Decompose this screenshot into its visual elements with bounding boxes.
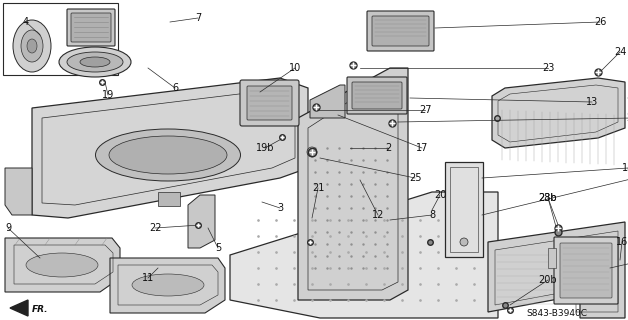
Text: 10: 10 [289, 63, 301, 73]
Text: 23b: 23b [539, 193, 557, 203]
Text: 6: 6 [172, 83, 178, 93]
Ellipse shape [460, 238, 468, 246]
Text: 2: 2 [385, 143, 391, 153]
Polygon shape [5, 238, 120, 292]
Bar [450, 167, 478, 252]
Text: 26: 26 [594, 17, 606, 27]
Text: FR.: FR. [32, 306, 48, 315]
Polygon shape [10, 300, 28, 316]
Ellipse shape [21, 30, 43, 62]
Ellipse shape [26, 253, 98, 277]
Polygon shape [492, 78, 625, 148]
Text: 12: 12 [372, 210, 384, 220]
FancyBboxPatch shape [67, 9, 115, 46]
Text: 23: 23 [542, 63, 554, 73]
Ellipse shape [95, 129, 241, 181]
Text: 25: 25 [409, 173, 421, 183]
Ellipse shape [80, 57, 110, 67]
FancyBboxPatch shape [352, 82, 402, 109]
Polygon shape [32, 78, 308, 218]
Text: 19b: 19b [256, 143, 274, 153]
Text: 24: 24 [614, 47, 626, 57]
Ellipse shape [59, 47, 131, 77]
Bar [158, 192, 180, 206]
Ellipse shape [67, 52, 123, 72]
Ellipse shape [13, 20, 51, 72]
Text: 28: 28 [626, 113, 628, 123]
Ellipse shape [109, 136, 227, 174]
FancyBboxPatch shape [240, 80, 299, 126]
Text: 7: 7 [195, 13, 201, 23]
Polygon shape [5, 168, 32, 215]
Bar [445, 162, 483, 257]
Text: 5: 5 [215, 243, 221, 253]
Text: 28b: 28b [539, 193, 557, 203]
Text: 4: 4 [23, 17, 29, 27]
Text: 13: 13 [586, 97, 598, 107]
FancyBboxPatch shape [347, 77, 407, 114]
Text: 16: 16 [616, 237, 628, 247]
FancyBboxPatch shape [372, 16, 429, 46]
Polygon shape [230, 192, 498, 318]
Ellipse shape [132, 274, 204, 296]
Text: 20b: 20b [539, 275, 557, 285]
Text: 11: 11 [142, 273, 154, 283]
Text: 3: 3 [277, 203, 283, 213]
Polygon shape [298, 68, 408, 300]
FancyBboxPatch shape [560, 243, 612, 298]
Bar [548, 248, 556, 268]
Text: S843-B3940C: S843-B3940C [526, 309, 587, 318]
Text: 21: 21 [312, 183, 324, 193]
FancyBboxPatch shape [247, 86, 292, 120]
Polygon shape [110, 258, 225, 313]
Text: 20: 20 [434, 190, 446, 200]
Bar [3, 3, 118, 75]
Polygon shape [188, 195, 215, 248]
Text: 9: 9 [5, 223, 11, 233]
Ellipse shape [27, 39, 37, 53]
FancyBboxPatch shape [554, 237, 618, 304]
Text: 22: 22 [149, 223, 161, 233]
Text: 27: 27 [419, 105, 431, 115]
Polygon shape [310, 85, 345, 118]
Text: 17: 17 [416, 143, 428, 153]
FancyBboxPatch shape [367, 11, 434, 51]
Text: 18: 18 [622, 163, 628, 173]
Text: 8: 8 [429, 210, 435, 220]
Polygon shape [488, 222, 625, 318]
Text: 19: 19 [102, 90, 114, 100]
FancyBboxPatch shape [71, 13, 111, 42]
